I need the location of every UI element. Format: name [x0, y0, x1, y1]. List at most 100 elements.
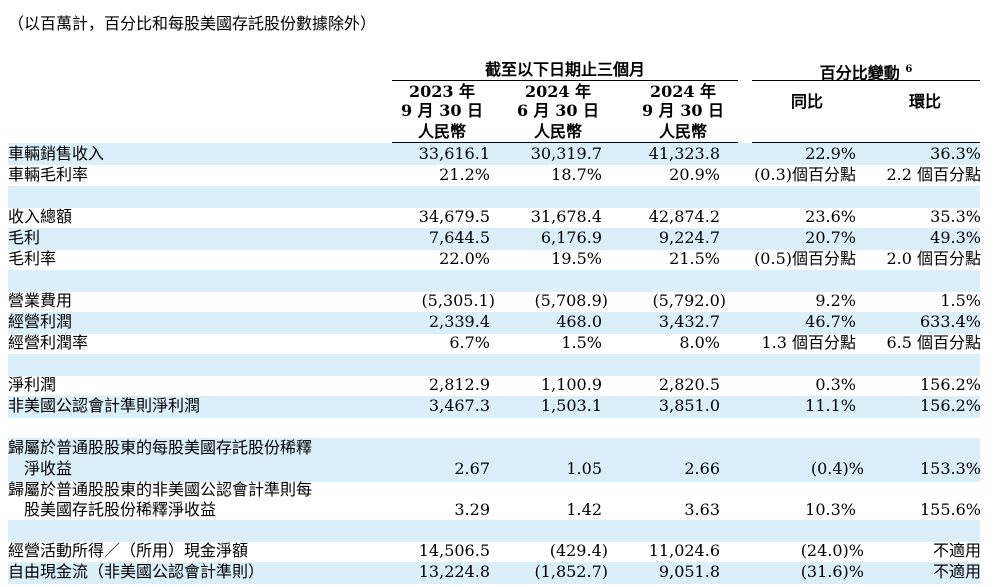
cell-qoq: 156.2% — [919, 396, 981, 415]
row-band — [8, 228, 980, 250]
cell-2024q3: 11,024.6 — [648, 541, 720, 560]
row-band — [8, 354, 980, 376]
cell-2024q3: 2.66 — [684, 459, 720, 478]
row-band — [8, 562, 980, 584]
cell-2024q3: 9,051.8 — [658, 562, 720, 581]
cell-yoy: 9.2% — [815, 291, 856, 310]
row-label: 自由現金流（非美國公認會計準則） — [8, 562, 265, 581]
cell-qoq: 不適用 — [932, 541, 981, 560]
cell-2023q3: 33,616.1 — [418, 144, 490, 163]
cell-2024q2: 1.5% — [561, 333, 602, 352]
cell-2024q3: 42,874.2 — [648, 207, 720, 226]
row-label: 經營活動所得／（所用）現金淨額 — [8, 541, 249, 560]
cell-2024q2: 18.7% — [551, 165, 602, 184]
cell-2023q3: 6.7% — [449, 333, 490, 352]
cell-2024q2: 1.42 — [566, 500, 602, 519]
row-label-continued: 淨收益 — [24, 459, 73, 478]
cell-2024q2: 30,319.7 — [530, 144, 602, 163]
table-row: 非美國公認會計準則淨利潤 3,467.3 1,503.1 3,851.0 11.… — [0, 396, 1001, 416]
cell-yoy: (24.0)% — [800, 541, 864, 560]
table-row: 淨收益 2.67 1.05 2.66 (0.4)% 153.3% — [0, 459, 1001, 479]
cell-yoy: (0.3)個百分點 — [754, 165, 856, 184]
row-label: 歸屬於普通股股東的非美國公認會計準則每 — [8, 480, 313, 499]
cell-2024q3: 41,323.8 — [648, 144, 720, 163]
cell-2023q3: 34,679.5 — [418, 207, 490, 226]
yoy-header: 同比 — [790, 92, 823, 111]
cell-yoy: 11.1% — [805, 396, 856, 415]
cell-2023q3: 22.0% — [439, 249, 490, 268]
row-label: 營業費用 — [8, 291, 73, 310]
cell-yoy: 46.7% — [805, 312, 856, 331]
cell-yoy: 23.6% — [805, 207, 856, 226]
row-label: 非美國公認會計準則淨利潤 — [8, 396, 201, 415]
row-label: 毛利率 — [8, 249, 57, 268]
pct-header-title: 百分比變動 — [819, 63, 900, 83]
cell-qoq: 1.5% — [940, 291, 981, 310]
cell-2023q3: 2.67 — [454, 459, 490, 478]
cell-qoq: 153.3% — [919, 459, 981, 478]
cell-2024q3: (5,792.0) — [652, 291, 726, 310]
period-2-date: 6 月 30 日 — [516, 101, 600, 120]
row-band — [8, 396, 980, 418]
row-label: 收入總額 — [8, 207, 73, 226]
cell-yoy: (31.6)% — [800, 562, 864, 581]
cell-2024q2: 1.05 — [566, 459, 602, 478]
table-row: 車輛毛利率 21.2% 18.7% 20.9% (0.3)個百分點 2.2 個百… — [0, 165, 1001, 185]
cell-2023q3: 14,506.5 — [418, 541, 490, 560]
row-label-continued: 股美國存託股份稀釋淨收益 — [24, 500, 217, 519]
cell-2024q3: 3,432.7 — [658, 312, 720, 331]
period-1-date: 9 月 30 日 — [400, 101, 484, 120]
table-row: 經營利潤 2,339.4 468.0 3,432.7 46.7% 633.4% — [0, 312, 1001, 332]
row-label: 毛利 — [8, 228, 41, 247]
table-row: 收入總額 34,679.5 31,678.4 42,874.2 23.6% 35… — [0, 207, 1001, 227]
cell-2024q2: (1,852.7) — [534, 562, 608, 581]
row-band — [8, 312, 980, 334]
cell-2024q3: 2,820.5 — [658, 375, 720, 394]
period-1-year: 2023 年 — [408, 82, 476, 101]
cell-yoy: (0.4)% — [810, 459, 864, 478]
group-header: 截至以下日期止三個月 — [484, 60, 645, 79]
table-row: 營業費用 (5,305.1) (5,708.9) (5,792.0) 9.2% … — [0, 291, 1001, 311]
group-rule — [392, 80, 738, 81]
pct-footnote: 6 — [905, 64, 913, 75]
cell-2023q3: (5,305.1) — [421, 291, 495, 310]
table-row: 毛利率 22.0% 19.5% 21.5% (0.5)個百分點 2.0 個百分點 — [0, 249, 1001, 269]
period-1-currency: 人民幣 — [417, 122, 466, 141]
cell-yoy: (0.5)個百分點 — [754, 249, 856, 268]
cell-yoy: 0.3% — [815, 375, 856, 394]
header-bottom-rule — [392, 142, 738, 143]
row-band — [8, 186, 980, 208]
pct-header: 百分比變動 6 — [752, 61, 980, 82]
table-row: 經營利潤率 6.7% 1.5% 8.0% 1.3 個百分點 6.5 個百分點 — [0, 333, 1001, 353]
cell-qoq: 155.6% — [919, 500, 981, 519]
cell-2024q2: 1,503.1 — [540, 396, 602, 415]
table-row: 歸屬於普通股股東的每股美國存託股份稀釋 — [0, 438, 1001, 458]
period-2-year: 2024 年 — [524, 82, 592, 101]
cell-2024q3: 21.5% — [669, 249, 720, 268]
cell-qoq: 49.3% — [930, 228, 981, 247]
cell-qoq: 156.2% — [919, 375, 981, 394]
period-3-currency: 人民幣 — [658, 122, 707, 141]
row-label: 經營利潤率 — [8, 333, 89, 352]
row-band — [8, 520, 980, 542]
row-band — [8, 438, 980, 482]
cell-qoq: 633.4% — [919, 312, 981, 331]
cell-2024q3: 3.63 — [684, 500, 720, 519]
cell-qoq: 35.3% — [930, 207, 981, 226]
row-band — [8, 143, 980, 165]
table-row: 經營活動所得／（所用）現金淨額 14,506.5 (429.4) 11,024.… — [0, 541, 1001, 561]
cell-yoy: 1.3 個百分點 — [761, 333, 856, 352]
cell-qoq: 不適用 — [932, 562, 981, 581]
row-label: 淨利潤 — [8, 375, 57, 394]
period-3-date: 9 月 30 日 — [641, 101, 725, 120]
qoq-header: 環比 — [908, 92, 941, 111]
cell-2024q3: 20.9% — [669, 165, 720, 184]
cell-yoy: 22.9% — [805, 144, 856, 163]
header-bottom-rule — [752, 142, 980, 143]
cell-2023q3: 7,644.5 — [428, 228, 490, 247]
cell-yoy: 10.3% — [805, 500, 856, 519]
pct-rule — [752, 80, 980, 81]
cell-qoq: 6.5 個百分點 — [886, 333, 981, 352]
cell-2024q3: 8.0% — [679, 333, 720, 352]
cell-yoy: 20.7% — [805, 228, 856, 247]
